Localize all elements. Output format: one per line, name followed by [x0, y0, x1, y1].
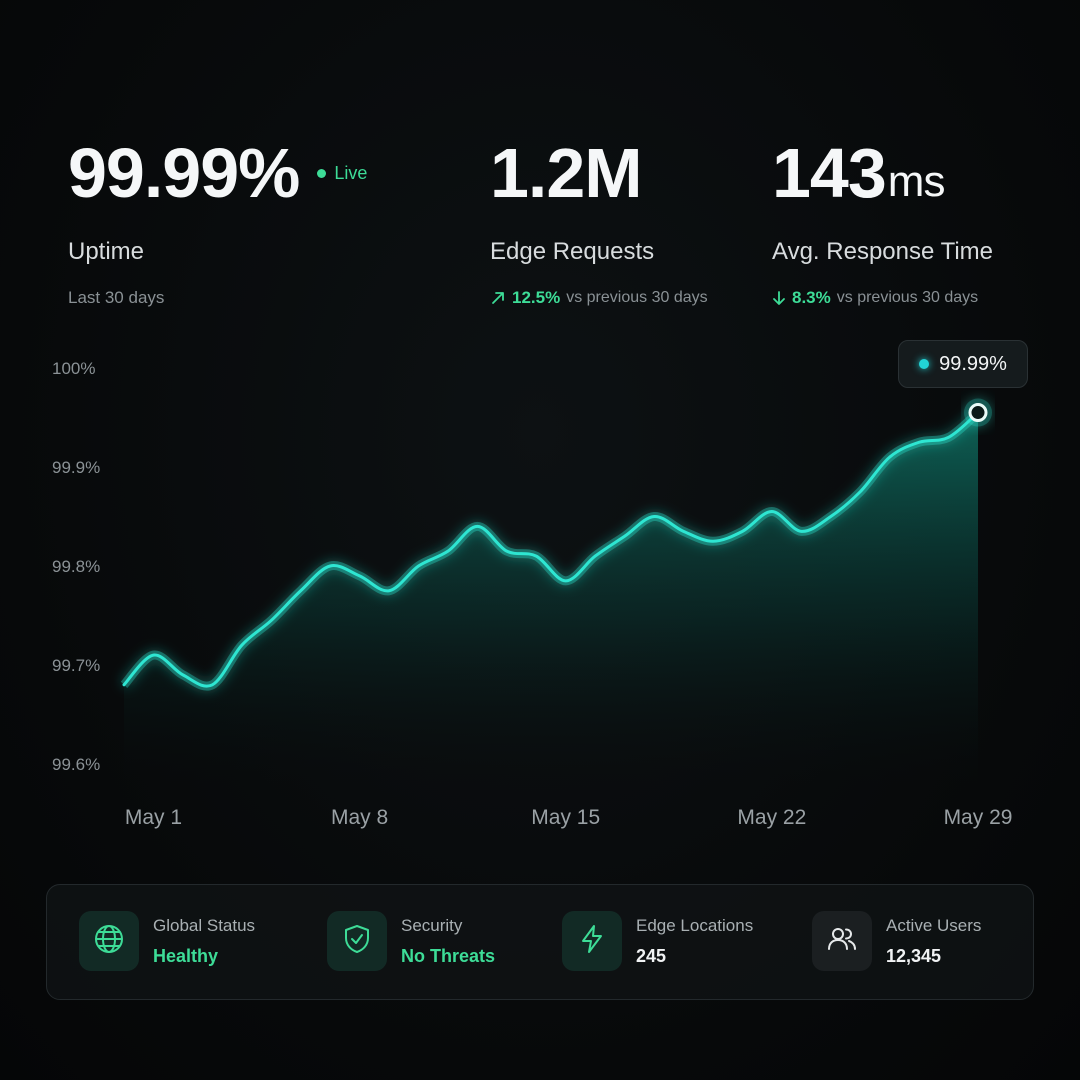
edge-requests-kpi: 1.2M Edge Requests 12.5% vs previous 30 … — [490, 138, 708, 308]
data-point — [446, 549, 450, 553]
status-panel: Global Status Healthy Security No Threat… — [46, 884, 1034, 1000]
status-security-value: No Threats — [401, 945, 496, 966]
data-point — [917, 440, 921, 444]
status-active-users-value: 12,345 — [886, 945, 942, 966]
edge-requests-change: 12.5% — [512, 288, 561, 307]
status-active-users-title: Active Users — [886, 915, 982, 935]
data-point — [416, 564, 420, 568]
data-point — [770, 510, 774, 514]
status-security-title: Security — [401, 915, 463, 935]
latest-value-tooltip: 99.99% — [898, 340, 1028, 388]
data-point — [740, 529, 744, 533]
response-time-unit: ms — [887, 157, 946, 206]
response-time-value: 143 — [772, 134, 887, 212]
live-label: Live — [334, 163, 368, 183]
data-point — [328, 564, 332, 568]
data-point — [475, 524, 479, 528]
uptime-kpi: 99.99% Live Uptime Last 30 days — [68, 138, 367, 308]
data-point — [564, 579, 568, 583]
x-tick-label: May 22 — [737, 806, 806, 829]
x-tick-label: May 8 — [331, 806, 388, 829]
response-time-change: 8.3% — [792, 288, 831, 307]
data-point — [858, 490, 862, 494]
tooltip-value: 99.99% — [939, 352, 1007, 375]
globe-icon — [93, 923, 125, 960]
users-icon — [826, 923, 858, 960]
data-point — [151, 653, 155, 657]
y-tick-label: 100% — [52, 359, 95, 378]
tooltip-dot-icon — [919, 359, 930, 369]
y-tick-label: 99.6% — [52, 755, 100, 774]
data-point — [623, 534, 627, 538]
data-point — [358, 574, 362, 578]
status-edge-locations-value: 245 — [636, 945, 667, 966]
response-time-label: Avg. Response Time — [772, 238, 994, 265]
data-point — [269, 618, 273, 622]
status-global-value: Healthy — [153, 945, 219, 966]
data-point — [799, 529, 803, 533]
x-tick-label: May 15 — [531, 806, 600, 829]
response-time-kpi: 143 ms Avg. Response Time 8.3% vs previo… — [772, 138, 993, 308]
latest-point-marker[interactable] — [968, 403, 988, 423]
x-tick-label: May 29 — [944, 806, 1013, 829]
edge-requests-trend: 12.5% vs previous 30 days — [490, 288, 708, 308]
y-tick-label: 99.8% — [52, 557, 100, 576]
response-time-change-note: vs previous 30 days — [836, 289, 979, 306]
uptime-label: Uptime — [68, 238, 145, 265]
data-point — [122, 683, 126, 687]
arrow-up-right-icon — [490, 290, 506, 306]
data-point — [947, 435, 951, 439]
edge-requests-change-note: vs previous 30 days — [566, 289, 708, 306]
y-tick-label: 99.7% — [52, 656, 100, 675]
response-time-trend: 8.3% vs previous 30 days — [772, 288, 993, 308]
status-global[interactable]: Global Status Healthy — [79, 911, 255, 971]
uptime-chart: 100% 99.9% 99.8% 99.7% 99.6% May 1 May 8 May 1… — [52, 359, 1013, 829]
data-point — [593, 554, 597, 558]
status-security[interactable]: Security No Threats — [327, 911, 495, 971]
data-point — [299, 589, 303, 593]
status-active-users[interactable]: Active Users 12,345 — [812, 911, 981, 971]
data-point — [652, 515, 656, 519]
x-tick-label: May 1 — [125, 806, 182, 829]
uptime-area — [124, 412, 978, 784]
edge-requests-label: Edge Requests — [490, 238, 655, 265]
data-point — [181, 673, 185, 677]
status-global-title: Global Status — [153, 915, 256, 935]
live-indicator: Live — [317, 164, 367, 182]
data-point — [505, 549, 509, 553]
lightning-icon — [576, 923, 608, 960]
uptime-value: 99.99% — [68, 134, 300, 212]
shield-check-icon — [341, 923, 373, 960]
data-point — [210, 683, 214, 687]
data-point — [240, 643, 244, 647]
status-edge-locations-title: Edge Locations — [636, 915, 754, 935]
arrow-down-icon — [772, 290, 786, 306]
uptime-line — [122, 411, 980, 688]
live-dot-icon — [317, 168, 327, 178]
data-point — [682, 529, 686, 533]
data-point — [888, 455, 892, 459]
data-point — [534, 554, 538, 558]
data-point — [829, 515, 833, 519]
y-tick-label: 99.9% — [52, 458, 100, 477]
edge-requests-value: 1.2M — [490, 134, 643, 212]
status-edge-locations[interactable]: Edge Locations 245 — [562, 911, 753, 971]
uptime-period: Last 30 days — [68, 288, 165, 307]
data-point — [387, 589, 391, 593]
data-point — [711, 539, 715, 543]
